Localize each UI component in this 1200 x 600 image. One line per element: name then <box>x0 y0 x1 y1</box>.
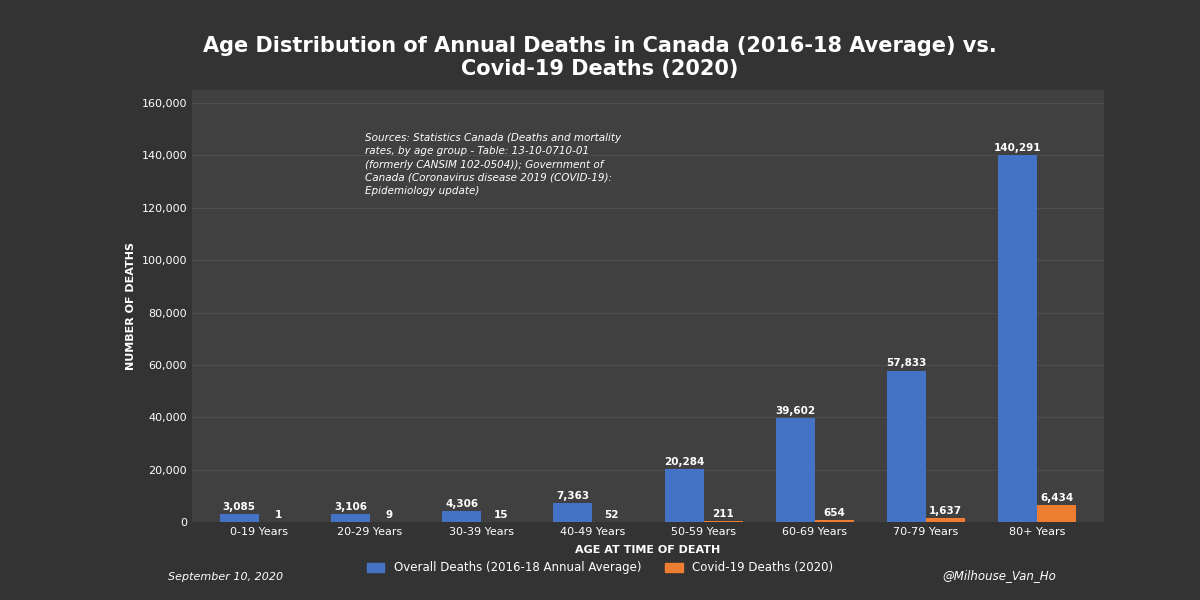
X-axis label: AGE AT TIME OF DEATH: AGE AT TIME OF DEATH <box>575 545 721 555</box>
Text: 4,306: 4,306 <box>445 499 479 509</box>
Bar <box>776 418 815 522</box>
Bar <box>443 511 481 522</box>
Bar <box>998 155 1037 522</box>
Text: 1,637: 1,637 <box>929 506 962 515</box>
Text: 211: 211 <box>712 509 734 520</box>
Text: 3,106: 3,106 <box>334 502 367 512</box>
Text: 1: 1 <box>275 510 282 520</box>
Legend: Overall Deaths (2016-18 Annual Average), Covid-19 Deaths (2020): Overall Deaths (2016-18 Annual Average),… <box>362 557 838 579</box>
Text: 6,434: 6,434 <box>1040 493 1073 503</box>
Text: 52: 52 <box>605 510 619 520</box>
Text: 7,363: 7,363 <box>557 491 589 500</box>
Text: 39,602: 39,602 <box>775 406 816 416</box>
Bar <box>1037 505 1076 522</box>
Text: 57,833: 57,833 <box>887 358 926 368</box>
Text: 3,085: 3,085 <box>223 502 256 512</box>
Text: 15: 15 <box>493 510 508 520</box>
Text: Age Distribution of Annual Deaths in Canada (2016-18 Average) vs.
Covid-19 Death: Age Distribution of Annual Deaths in Can… <box>203 36 997 79</box>
Text: September 10, 2020: September 10, 2020 <box>168 572 283 582</box>
Text: 9: 9 <box>386 510 392 520</box>
Bar <box>926 518 965 522</box>
Text: 654: 654 <box>823 508 845 518</box>
Text: 140,291: 140,291 <box>994 143 1042 152</box>
Bar <box>815 520 853 522</box>
Bar <box>331 514 370 522</box>
Text: @Milhouse_Van_Ho: @Milhouse_Van_Ho <box>942 569 1056 582</box>
Text: Sources: Statistics Canada (Deaths and mortality
rates, by age group - Table: 13: Sources: Statistics Canada (Deaths and m… <box>365 133 622 196</box>
Bar <box>887 371 926 522</box>
Bar <box>220 514 259 522</box>
Y-axis label: NUMBER OF DEATHS: NUMBER OF DEATHS <box>126 242 136 370</box>
Bar <box>665 469 703 522</box>
Text: 20,284: 20,284 <box>664 457 704 467</box>
Bar <box>553 503 593 522</box>
